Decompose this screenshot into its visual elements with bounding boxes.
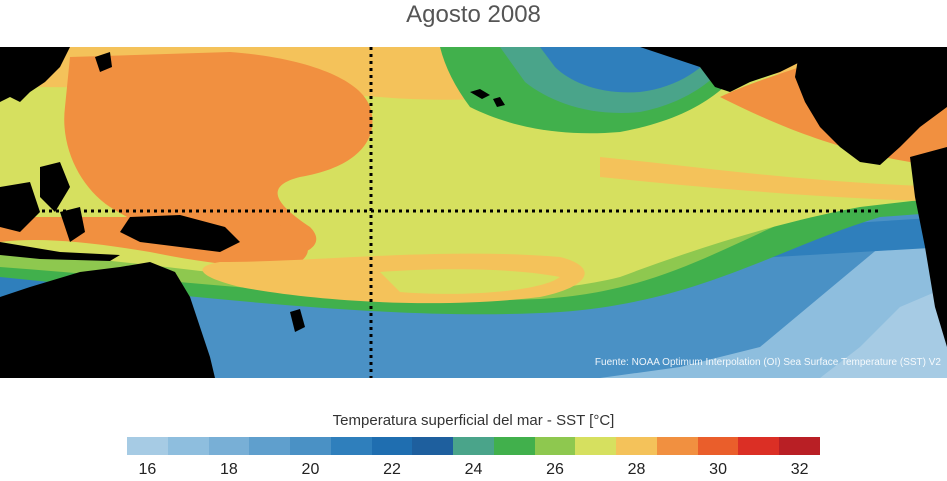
land-sulawesi — [60, 207, 85, 242]
colorbar-swatch — [371, 437, 413, 455]
data-source-caption: Fuente: NOAA Optimum Interpolation (OI) … — [594, 357, 941, 368]
colorbar-swatch — [738, 437, 780, 455]
colorbar-swatch — [208, 437, 250, 455]
sst-band-east-warm — [600, 157, 947, 202]
colorbar-tick-label: 30 — [709, 461, 727, 478]
land-borneo — [0, 182, 40, 232]
colorbar-tick-label: 24 — [464, 461, 483, 478]
sst-band-southeast-lighter — [820, 287, 947, 378]
land-asia — [0, 47, 70, 102]
colorbar-tick-label: 16 — [138, 461, 157, 478]
colorbar-swatch — [167, 437, 209, 455]
colorbar-swatch — [290, 437, 331, 455]
land-hawaii — [470, 89, 505, 107]
land-central-america — [795, 47, 947, 165]
land-australia — [0, 262, 215, 378]
land-philippines — [40, 162, 70, 212]
colorbar-label: Temperatura superficial del mar - SST [°… — [332, 412, 615, 429]
sst-band-south-tongue-inner — [380, 269, 560, 294]
colorbar-swatch — [616, 437, 657, 455]
land-new-guinea — [120, 215, 240, 252]
sst-band-west-warm — [64, 52, 373, 258]
colorbar-tick-label: 26 — [546, 461, 564, 478]
colorbar-swatch — [697, 437, 739, 455]
land-caribbean — [880, 85, 935, 95]
sst-band-southeast-light — [600, 237, 947, 378]
land-sumatra-java — [0, 242, 120, 261]
colorbar-tick-label: 22 — [383, 461, 401, 478]
land-north-america — [640, 47, 800, 92]
colorbar-tick-label: 20 — [301, 461, 320, 478]
colorbar-swatch — [493, 437, 535, 455]
colorbar — [127, 437, 821, 455]
colorbar-swatch — [249, 437, 291, 455]
colorbar-tick-label: 28 — [627, 461, 646, 478]
colorbar-swatch — [575, 437, 617, 455]
colorbar-swatch — [779, 437, 821, 455]
colorbar-swatch — [453, 437, 494, 455]
colorbar-swatch — [534, 437, 576, 455]
colorbar-tick-label: 18 — [220, 461, 238, 478]
sst-map-svg — [0, 47, 947, 378]
sst-map: Fuente: NOAA Optimum Interpolation (OI) … — [0, 47, 947, 378]
map-title: Agosto 2008 — [406, 1, 541, 28]
colorbar-swatch — [330, 437, 372, 455]
colorbar-swatch — [127, 437, 168, 455]
land-japan — [95, 52, 112, 72]
colorbar-tick-label: 32 — [790, 461, 809, 478]
colorbar-swatch — [656, 437, 698, 455]
colorbar-ticks: 16 18 20 22 24 26 28 30 32 — [127, 461, 820, 481]
land-south-america — [910, 147, 947, 347]
land-new-zealand — [290, 309, 305, 332]
colorbar-swatch — [412, 437, 454, 455]
